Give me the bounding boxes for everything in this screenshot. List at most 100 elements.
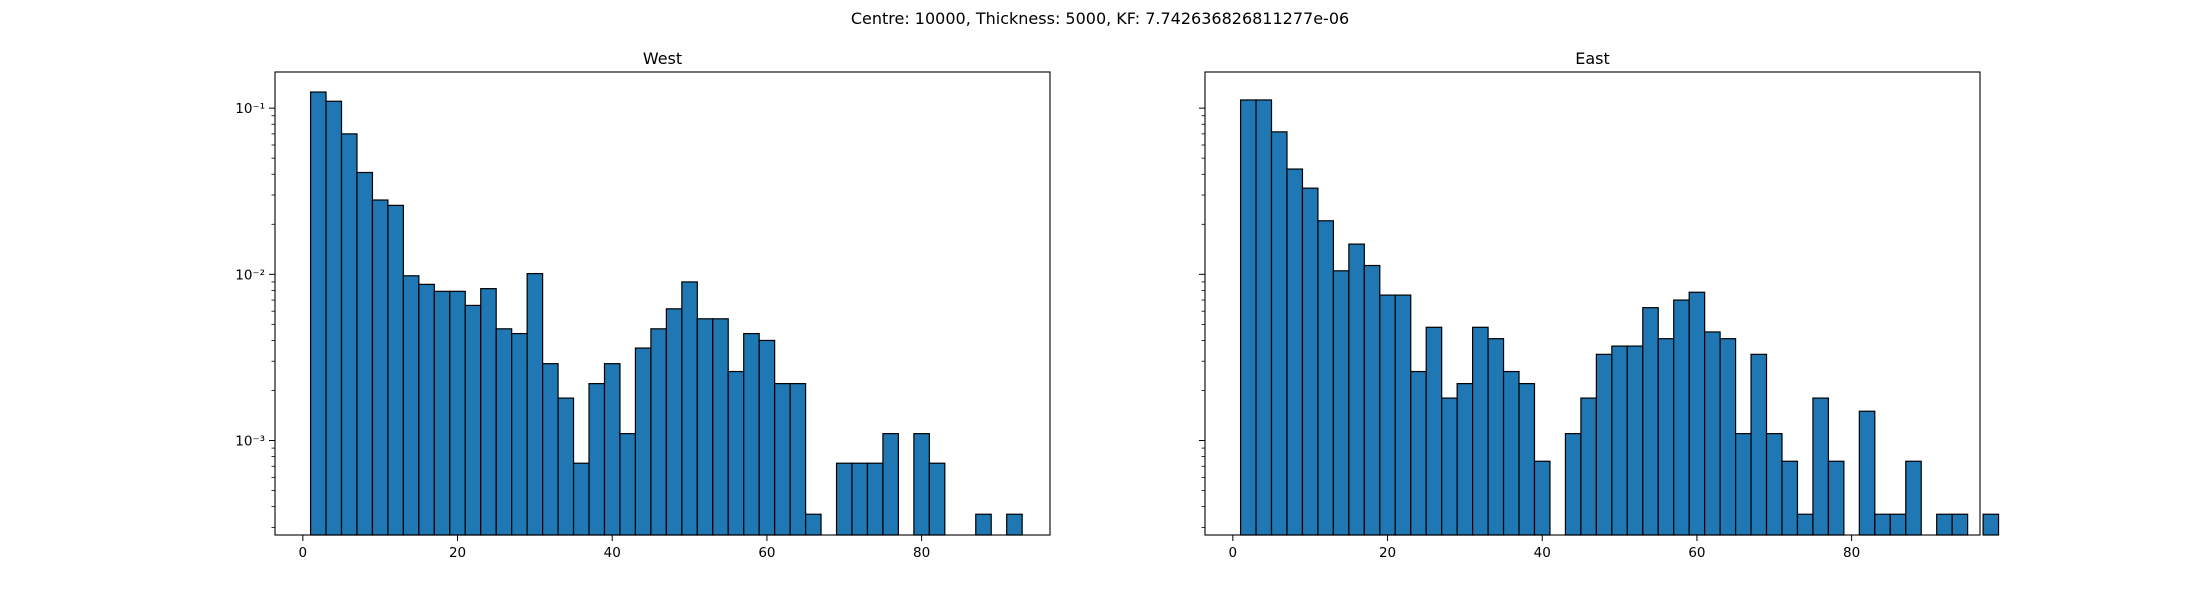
histogram-bar bbox=[325, 100, 343, 536]
histogram-bar bbox=[387, 204, 404, 536]
histogram-bar bbox=[1317, 220, 1334, 536]
histogram-bar bbox=[1858, 410, 1876, 536]
histogram-bar bbox=[1379, 294, 1396, 536]
histogram-bar bbox=[1827, 460, 1845, 536]
figure-title: Centre: 10000, Thickness: 5000, KF: 7.74… bbox=[850, 9, 1350, 28]
histogram-bar bbox=[1456, 382, 1474, 536]
histogram-bar bbox=[1905, 460, 1922, 536]
histogram-bar bbox=[1410, 370, 1427, 536]
x-tick-label: 80 bbox=[1843, 545, 1860, 561]
histogram-bar bbox=[727, 370, 745, 536]
x-tick-label: 0 bbox=[299, 545, 308, 561]
histogram-bar bbox=[681, 281, 698, 536]
histogram-bar bbox=[913, 433, 930, 536]
histogram-bar bbox=[402, 275, 420, 536]
histogram-bar bbox=[526, 273, 544, 536]
panel-title: West bbox=[643, 49, 682, 68]
histogram-bar bbox=[1394, 294, 1412, 536]
histogram-bar bbox=[851, 462, 869, 536]
histogram-bar bbox=[340, 133, 358, 536]
x-tick-label: 20 bbox=[1379, 545, 1396, 561]
histogram-bar bbox=[1611, 345, 1628, 536]
histogram-bar bbox=[1936, 513, 1953, 536]
axes-frame bbox=[274, 71, 1051, 536]
histogram-bar bbox=[1951, 513, 1969, 536]
histogram-bar bbox=[309, 91, 327, 536]
histogram-bar bbox=[1642, 307, 1659, 536]
panel-title: East bbox=[1575, 49, 1610, 68]
histogram-bar bbox=[650, 328, 667, 536]
axes-frame bbox=[1204, 71, 1981, 536]
histogram-bar bbox=[449, 290, 466, 536]
histogram-bar bbox=[789, 382, 807, 536]
histogram-bar bbox=[758, 339, 776, 536]
histogram-bar bbox=[1765, 433, 1783, 536]
x-tick-label: 80 bbox=[913, 545, 930, 561]
histogram-bar bbox=[804, 513, 822, 536]
histogram-bar bbox=[1982, 513, 2000, 536]
histogram-bar bbox=[1580, 397, 1597, 536]
y-tick-label: 10⁻¹ bbox=[235, 101, 265, 117]
histogram-bar bbox=[1750, 353, 1768, 536]
histogram-bar bbox=[712, 318, 729, 536]
histogram-bar bbox=[557, 397, 575, 536]
histogram-bar bbox=[1812, 397, 1830, 536]
histogram-bar bbox=[1533, 460, 1551, 536]
histogram-bar bbox=[1363, 264, 1381, 536]
x-tick-label: 60 bbox=[1688, 545, 1705, 561]
x-tick-label: 40 bbox=[604, 545, 621, 561]
histogram-bar bbox=[1441, 397, 1458, 536]
histogram-bar bbox=[1425, 326, 1443, 536]
histogram-bar bbox=[418, 283, 435, 536]
histogram-bar bbox=[975, 513, 992, 536]
histogram-bar bbox=[1719, 338, 1737, 536]
histogram-bar bbox=[480, 288, 497, 536]
y-tick-label: 10⁻² bbox=[235, 267, 265, 283]
histogram-bar bbox=[634, 347, 652, 536]
histogram-bar bbox=[1270, 131, 1288, 536]
west-panel: West 0 20 40 60 80 10⁻³ 10⁻² 10⁻¹ bbox=[235, 49, 1051, 561]
histogram-bar bbox=[1704, 331, 1721, 536]
histogram-bar bbox=[1781, 460, 1799, 536]
histogram-bar bbox=[882, 433, 900, 536]
east-panel: East 0 20 40 60 80 bbox=[1199, 49, 2000, 561]
histogram-bar bbox=[665, 308, 683, 536]
histogram-bar bbox=[1673, 299, 1690, 536]
histogram-bar bbox=[495, 328, 513, 536]
histogram-bar bbox=[1332, 270, 1350, 536]
histogram-bar bbox=[1006, 513, 1023, 536]
histogram-bar bbox=[588, 382, 606, 536]
histogram-bar bbox=[1564, 433, 1582, 536]
histogram-bar bbox=[619, 433, 637, 536]
histogram-bar bbox=[1874, 513, 1891, 536]
histogram-bar bbox=[1348, 243, 1365, 536]
x-tick-label: 20 bbox=[449, 545, 466, 561]
histogram-bar bbox=[928, 462, 946, 536]
histogram-bar bbox=[774, 382, 791, 536]
histogram-bar bbox=[1518, 382, 1536, 536]
histogram-bar bbox=[1487, 338, 1505, 536]
histogram-bar bbox=[1796, 513, 1814, 536]
histogram-bar bbox=[1286, 168, 1304, 536]
histogram-bar bbox=[1626, 345, 1644, 536]
histogram-bar bbox=[1889, 513, 1907, 536]
histogram-bar bbox=[1595, 353, 1613, 536]
histogram-bar bbox=[1502, 370, 1520, 536]
histogram-bar bbox=[1255, 99, 1273, 536]
histogram-bar bbox=[866, 462, 884, 536]
histogram-bar bbox=[1301, 187, 1319, 536]
histogram-bar bbox=[1688, 291, 1706, 536]
x-tick-label: 40 bbox=[1534, 545, 1551, 561]
histogram-bar bbox=[743, 332, 760, 536]
histogram-bar bbox=[511, 332, 528, 536]
histogram-bar bbox=[1657, 338, 1675, 536]
histogram-bar bbox=[356, 171, 374, 536]
y-tick-label: 10⁻³ bbox=[235, 434, 265, 450]
histogram-bar bbox=[696, 318, 714, 536]
histogram-bar bbox=[572, 462, 590, 536]
x-tick-label: 60 bbox=[758, 545, 775, 561]
histogram-bar bbox=[542, 363, 559, 536]
histogram-bar bbox=[464, 304, 482, 536]
histogram-bar bbox=[433, 290, 451, 536]
